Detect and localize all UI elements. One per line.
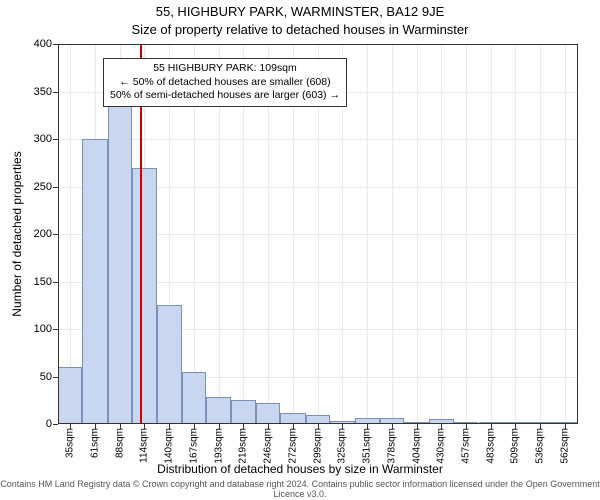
xtick-label: 114sqm [139, 428, 150, 463]
ytick-label: 200 [34, 228, 52, 240]
ytick-label: 350 [34, 86, 52, 98]
x-axis-label: Distribution of detached houses by size … [0, 462, 600, 476]
ytick-label: 300 [34, 133, 52, 145]
annotation-box: 55 HIGHBURY PARK: 109sqm ← 50% of detach… [103, 58, 347, 107]
xtick-label: 61sqm [89, 428, 100, 458]
plot-area: 050100150200250300350400 35sqm61sqm88sqm… [58, 44, 578, 424]
ytick-mark [53, 377, 58, 378]
xtick-label: 536sqm [535, 428, 546, 464]
xtick-label: 378sqm [387, 428, 398, 464]
xtick-label: 325sqm [337, 428, 348, 464]
xtick-label: 299sqm [313, 428, 324, 464]
y-axis-label: Number of detached properties [10, 151, 24, 316]
xtick-label: 562sqm [559, 428, 570, 464]
ytick-label: 0 [46, 418, 52, 430]
ytick-label: 250 [34, 181, 52, 193]
ytick-label: 100 [34, 323, 52, 335]
xtick-label: 219sqm [237, 428, 248, 464]
chart-title-line1: 55, HIGHBURY PARK, WARMINSTER, BA12 9JE [0, 4, 600, 19]
xtick-label: 272sqm [287, 428, 298, 464]
ytick-label: 400 [34, 38, 52, 50]
ytick-mark [53, 234, 58, 235]
annotation-line2: ← 50% of detached houses are smaller (60… [110, 76, 340, 90]
xtick-label: 404sqm [411, 428, 422, 464]
attribution-text: Contains HM Land Registry data © Crown c… [0, 480, 600, 500]
ytick-mark [53, 424, 58, 425]
annotation-line1: 55 HIGHBURY PARK: 109sqm [110, 62, 340, 76]
xtick-label: 457sqm [461, 428, 472, 464]
xtick-label: 167sqm [189, 428, 200, 464]
xtick-label: 35sqm [65, 428, 76, 458]
ytick-mark [53, 92, 58, 93]
xtick-label: 509sqm [510, 428, 521, 464]
chart-title-line2: Size of property relative to detached ho… [0, 22, 600, 37]
annotation-line3: 50% of semi-detached houses are larger (… [110, 89, 340, 103]
ytick-mark [53, 187, 58, 188]
ytick-mark [53, 139, 58, 140]
xtick-label: 483sqm [485, 428, 496, 464]
xtick-label: 246sqm [263, 428, 274, 464]
ytick-label: 150 [34, 276, 52, 288]
ytick-mark [53, 282, 58, 283]
ytick-mark [53, 44, 58, 45]
xtick-label: 88sqm [114, 428, 125, 458]
ytick-label: 50 [40, 371, 52, 383]
xtick-label: 351sqm [361, 428, 372, 464]
xtick-label: 430sqm [435, 428, 446, 464]
ytick-mark [53, 329, 58, 330]
xtick-label: 193sqm [213, 428, 224, 464]
xtick-label: 140sqm [163, 428, 174, 464]
